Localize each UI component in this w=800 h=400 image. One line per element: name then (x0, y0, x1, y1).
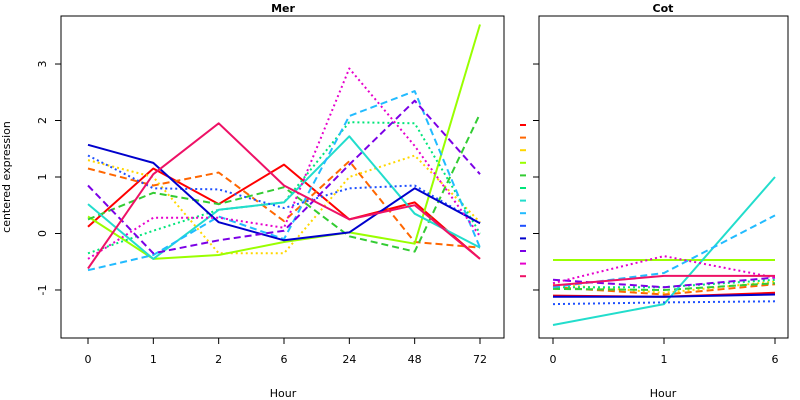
mer-x-tick-label: 2 (215, 353, 222, 366)
cot-x-tick-label: 6 (772, 353, 779, 366)
mer-series-line-4 (87, 24, 481, 260)
mer-series-line-1 (87, 163, 481, 260)
mer-series-line-10 (87, 143, 481, 242)
y-tick-label: 0 (36, 230, 49, 237)
cot-series-line-9 (552, 300, 776, 306)
cot-series-line-5 (552, 282, 776, 291)
mer-series-line-11 (87, 99, 481, 255)
cot-series-line-3 (552, 280, 776, 294)
cot-title: Cot (653, 2, 674, 15)
legend-markers (520, 124, 526, 278)
cot-series-line-10 (553, 293, 776, 298)
mer-series-line-5 (87, 113, 481, 253)
mer-x-tick-label: 72 (473, 353, 487, 366)
mer-series-line-8 (87, 90, 481, 272)
mer-series-line-13 (87, 122, 481, 270)
mer-x-tick-label: 24 (342, 353, 356, 366)
cot-lines (552, 176, 776, 326)
y-axis-label: centered expression (0, 121, 13, 233)
cot-series-line-13 (552, 274, 775, 287)
mer-title: Mer (271, 2, 295, 15)
mer-x-tick-label: 48 (408, 353, 422, 366)
mer-series-line-9 (87, 154, 481, 225)
mer-series-line-7 (87, 135, 481, 260)
cot-series-line-7 (552, 176, 776, 326)
cot-x-axis-label: Hour (650, 387, 677, 400)
y-tick-label: 2 (36, 117, 49, 124)
cot-x-tick-label: 1 (661, 353, 668, 366)
y-tick-label: 1 (36, 174, 49, 181)
panel-cot: Cot Hour 0 1 6 (533, 2, 789, 400)
mer-x-axis-label: Hour (270, 387, 297, 400)
mer-x-tick-label: 1 (150, 353, 157, 366)
mer-x-tick-label: 0 (85, 353, 92, 366)
y-tick-label: 3 (36, 61, 49, 68)
cot-x-tick-label: 0 (550, 353, 557, 366)
mer-lines (87, 24, 481, 272)
panel-mer: Mer Hour centered expression 0 1 2 6 24 48 72 -… (0, 2, 505, 400)
cot-axes: 0 1 6 (533, 63, 779, 366)
mer-axes: 0 1 2 6 24 48 72 -1 0 1 2 3 (36, 61, 487, 366)
mer-x-tick-label: 6 (281, 353, 288, 366)
y-tick-label: -1 (36, 284, 49, 295)
